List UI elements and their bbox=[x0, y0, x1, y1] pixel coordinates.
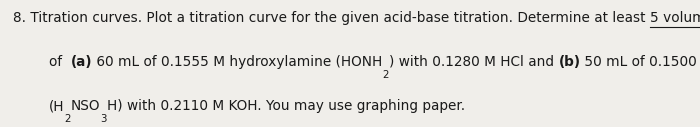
Text: 50 mL of 0.1500 M sulfamic acid: 50 mL of 0.1500 M sulfamic acid bbox=[580, 55, 700, 69]
Text: (H: (H bbox=[49, 99, 64, 113]
Text: 3: 3 bbox=[100, 114, 107, 124]
Text: (b): (b) bbox=[559, 55, 580, 69]
Text: 60 mL of 0.1555 M hydroxylamine (HONH: 60 mL of 0.1555 M hydroxylamine (HONH bbox=[92, 55, 383, 69]
Text: 2: 2 bbox=[64, 114, 71, 124]
Text: of: of bbox=[49, 55, 66, 69]
Text: 5 volume points: 5 volume points bbox=[650, 11, 700, 25]
Text: 8. Titration curves.: 8. Titration curves. bbox=[13, 11, 141, 25]
Text: NSO: NSO bbox=[71, 99, 100, 113]
Text: H) with 0.2110 M KOH. You may use graphing paper.: H) with 0.2110 M KOH. You may use graphi… bbox=[107, 99, 465, 113]
Text: ) with 0.1280 M HCl and: ) with 0.1280 M HCl and bbox=[389, 55, 559, 69]
Text: 2: 2 bbox=[383, 70, 389, 80]
Text: Plot a titration curve for the given acid-base titration. Determine at least: Plot a titration curve for the given aci… bbox=[141, 11, 650, 25]
Text: (a): (a) bbox=[71, 55, 92, 69]
